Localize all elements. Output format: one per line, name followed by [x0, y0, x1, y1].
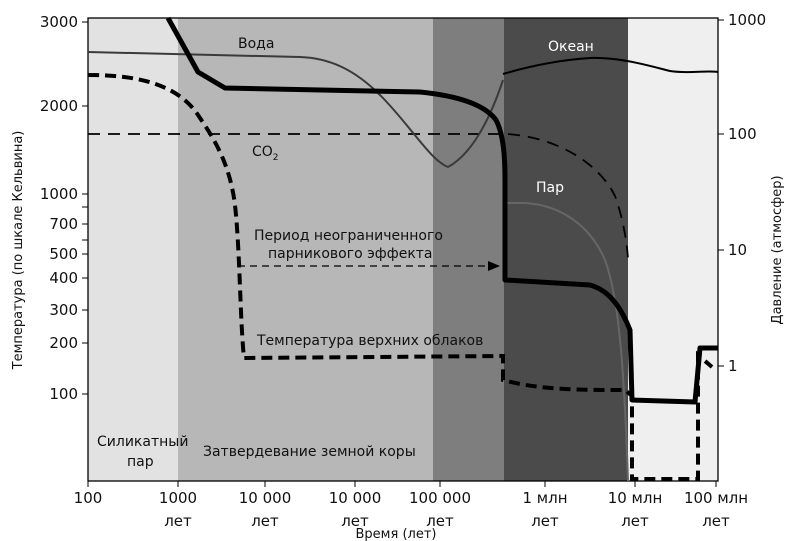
label-crust: Затвердевание земной коры [203, 444, 416, 460]
label-period-line1: Период неограниченного [254, 228, 443, 244]
label-water: Вода [238, 36, 274, 52]
y-left-tick-label: 500 [49, 245, 78, 263]
x-tick-label-unit: лет [621, 512, 649, 530]
x-tick-label: 10 млн [608, 489, 663, 507]
y-left-axis-title: Температура (по шкале Кельвина) [11, 131, 26, 371]
label-silicate-line1: Силикатный [97, 434, 188, 450]
y-right-tick-label: 10 [728, 241, 747, 259]
label-steam: Пар [536, 180, 564, 196]
label-co2: CO2 [252, 144, 279, 163]
x-tick-label-unit: лет [251, 512, 279, 530]
series-steam-line [505, 202, 629, 482]
label-co2-main: CO [252, 144, 273, 160]
x-tick-label: 1 млн [522, 489, 567, 507]
x-axis-title: Время (лет) [356, 527, 437, 541]
y-right-axis-title: Давление (атмосфер) [770, 175, 785, 324]
y-left-tick-label: 400 [49, 269, 78, 287]
label-ocean: Океан [548, 39, 594, 55]
phase-band-silicate-vapor [88, 18, 178, 481]
label-silicate-line2: пар [127, 454, 154, 470]
x-tick-label: 10 000 [329, 489, 382, 507]
series-ocean-line [502, 56, 719, 75]
label-co2-sub: 2 [273, 153, 279, 163]
y-right-axis-ticks: 1000 100 10 1 [718, 11, 766, 375]
period-arrow [238, 261, 500, 271]
y-left-tick-label: 300 [49, 301, 78, 319]
y-left-axis-ticks: 3000 2000 1000 700 500 400 300 200 100 [40, 13, 88, 403]
y-left-tick-label: 100 [49, 385, 78, 403]
series-cloud-temperature-line [87, 73, 714, 481]
phase-band-transition [433, 18, 504, 481]
y-left-tick-label: 200 [49, 334, 78, 352]
x-tick-label: 1000 [159, 489, 197, 507]
phase-bands [88, 18, 718, 481]
x-tick-label-unit: лет [702, 512, 730, 530]
series-water-line [87, 51, 504, 169]
x-tick-label-unit: лет [531, 512, 559, 530]
y-left-tick-label: 2000 [40, 97, 78, 115]
x-tick-label: 100 000 [409, 489, 471, 507]
y-left-tick-label: 1000 [40, 185, 78, 203]
period-arrow-head [488, 261, 500, 271]
x-axis-ticks: 100 1000 лет 10 000 лет 10 000 лет 100 000 лет 1 … [74, 481, 748, 530]
phase-band-late [628, 18, 718, 481]
y-left-tick-label: 700 [49, 215, 78, 233]
series-co2-line [88, 133, 629, 261]
label-cloud-temperature: Температура верхних облаков [256, 333, 483, 349]
phase-band-crust-solidification [178, 18, 433, 481]
x-tick-label: 100 млн [684, 489, 748, 507]
y-right-tick-label: 1000 [728, 11, 766, 29]
x-tick-label-unit: лет [426, 512, 454, 530]
y-left-tick-label: 3000 [40, 13, 78, 31]
y-right-tick-label: 1 [728, 357, 738, 375]
x-tick-label-unit: лет [341, 512, 369, 530]
label-period-line2: парникового эффекта [268, 246, 433, 262]
x-tick-label: 100 [74, 489, 103, 507]
y-right-tick-label: 100 [728, 125, 757, 143]
phase-band-ocean [504, 18, 628, 481]
series-surface-temperature-line [165, 16, 718, 405]
x-tick-label: 10 000 [239, 489, 292, 507]
x-tick-label-unit: лет [164, 512, 192, 530]
